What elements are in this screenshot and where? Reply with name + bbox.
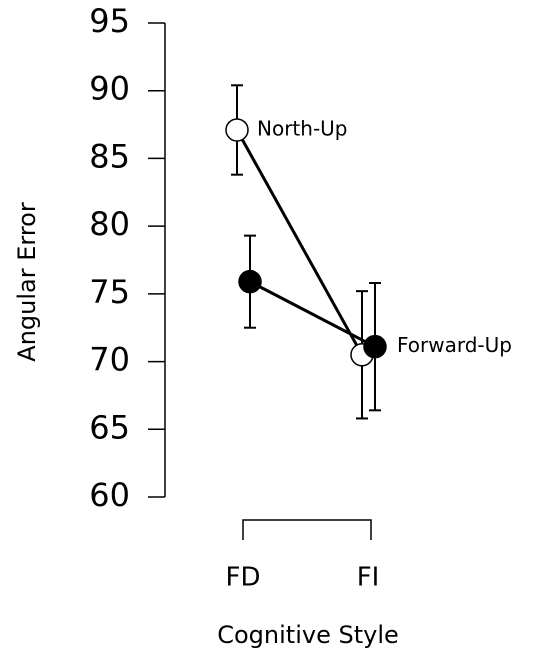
y-tick-label: 65 bbox=[89, 408, 130, 446]
x-axis bbox=[242, 519, 372, 540]
series-line bbox=[249, 280, 376, 349]
y-tick-label: 85 bbox=[89, 137, 130, 175]
point bbox=[225, 118, 249, 142]
x-tick-label: FD bbox=[226, 563, 261, 593]
x-axis-title: Cognitive Style bbox=[217, 621, 399, 649]
x-tick-label: FI bbox=[357, 563, 380, 593]
y-tick-label: 70 bbox=[89, 341, 130, 379]
point bbox=[238, 269, 262, 294]
series-label: North-Up bbox=[257, 116, 348, 140]
y-tick-label: 95 bbox=[89, 2, 130, 40]
series-label: Forward-Up bbox=[397, 333, 512, 357]
y-tick-label: 60 bbox=[89, 476, 130, 514]
series-line bbox=[235, 129, 364, 356]
y-tick-label: 80 bbox=[89, 205, 130, 243]
y-axis-title: Angular Error bbox=[13, 202, 41, 362]
y-tick-label: 75 bbox=[89, 273, 130, 311]
point bbox=[363, 334, 387, 359]
y-tick-label: 90 bbox=[89, 70, 130, 108]
